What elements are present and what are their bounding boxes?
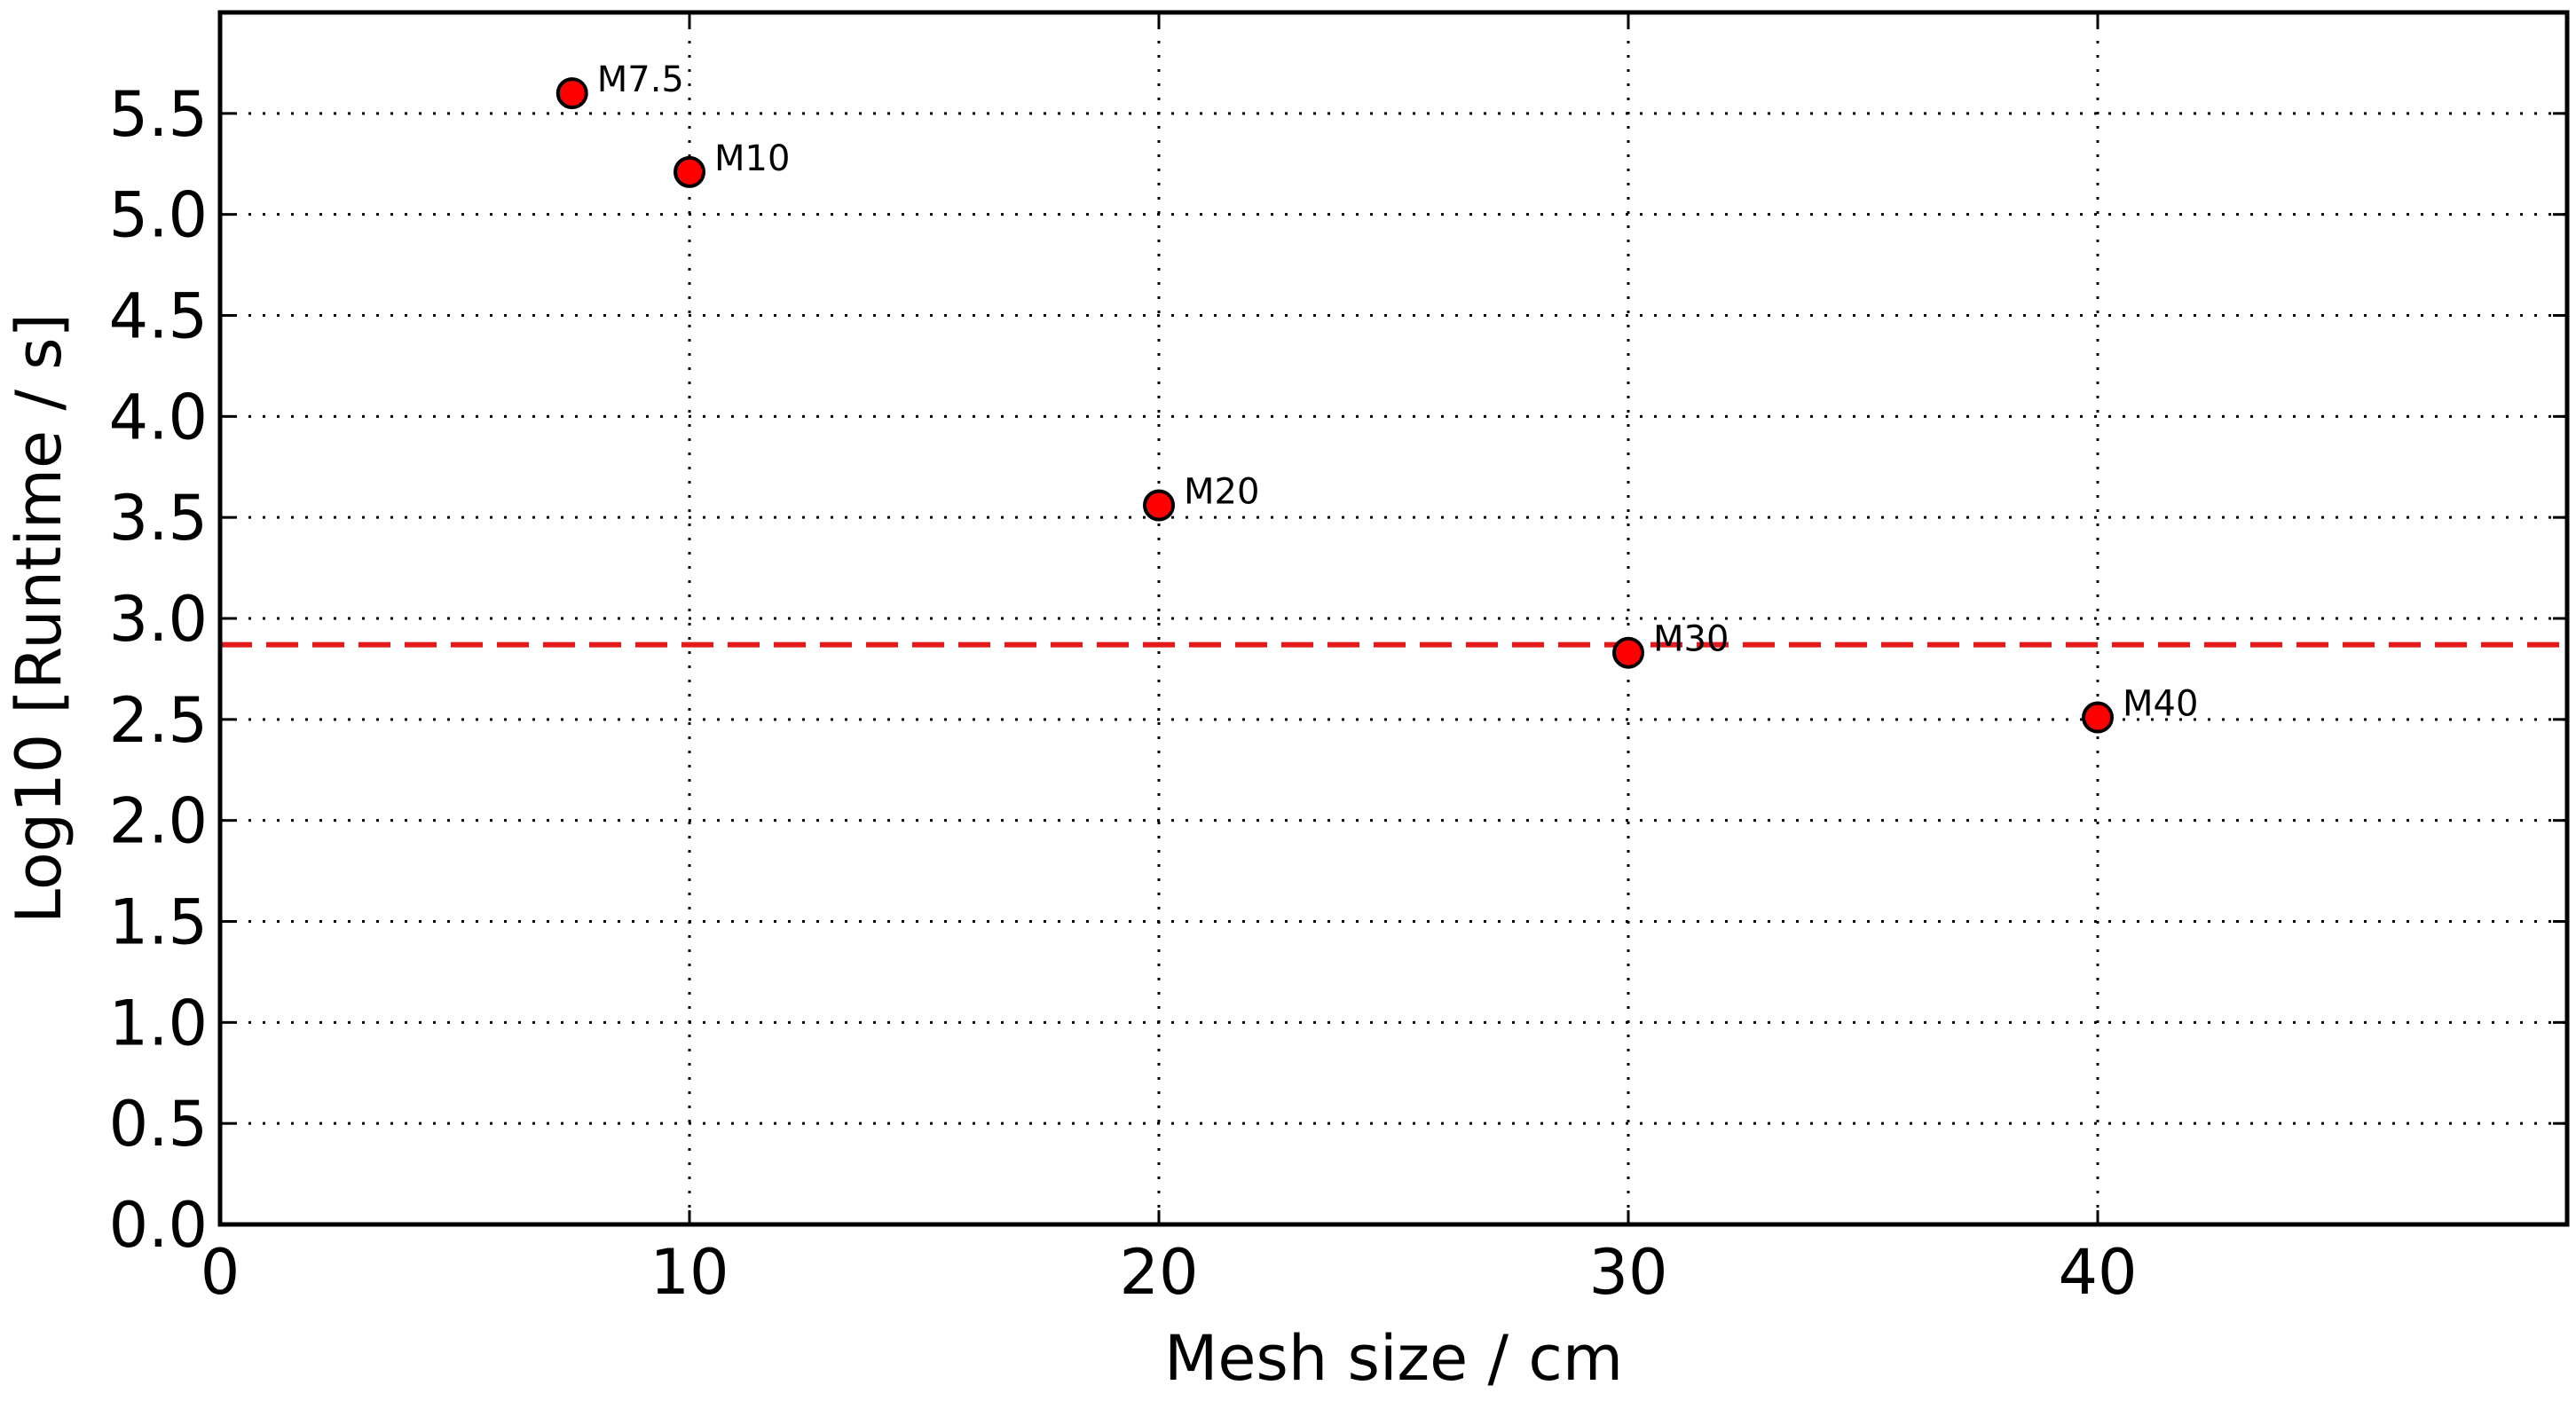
data-point-label: M40 (2123, 684, 2198, 725)
y-tick-label: 5.0 (109, 179, 208, 252)
x-tick-label: 0 (201, 1236, 240, 1309)
plot-frame (217, 10, 2570, 1227)
data-point-label: M7.5 (597, 59, 684, 100)
y-tick-label: 2.0 (109, 785, 208, 858)
x-tick-label: 30 (1588, 1236, 1667, 1309)
data-point-label: M20 (1184, 472, 1259, 513)
y-tick-label: 0.5 (109, 1088, 208, 1161)
y-tick-label: 2.5 (109, 684, 208, 757)
data-point (1143, 489, 1175, 522)
y-tick-label: 4.5 (109, 280, 208, 353)
data-point (555, 77, 588, 110)
grid-layer (220, 12, 2567, 1224)
y-tick-label: 0.0 (109, 1189, 208, 1262)
data-point (674, 155, 705, 188)
y-tick-label: 3.5 (109, 482, 208, 555)
x-tick-label: 20 (1119, 1236, 1198, 1309)
data-point (2082, 701, 2114, 734)
ticks-layer: 0 10 20 30 40 0.0 0.5 1.0 1.5 2.0 2.5 3.0 3.5 4.0 4.5 5… (109, 12, 2567, 1309)
x-axis-title: Mesh size / cm (1164, 1322, 1623, 1395)
points-layer: M7.5 M10 M20 M30 M40 (555, 59, 2198, 734)
x-tick-label: 40 (2058, 1236, 2137, 1309)
data-point (1612, 636, 1644, 669)
y-axis-title: Log10 [Runtime / s] (3, 313, 75, 924)
x-tick-label: 10 (650, 1236, 729, 1309)
data-point-label: M30 (1653, 619, 1729, 660)
y-tick-label: 3.0 (109, 583, 208, 656)
y-tick-label: 5.5 (109, 78, 208, 151)
data-point-label: M10 (714, 138, 790, 179)
y-tick-label: 1.5 (109, 886, 208, 959)
y-tick-label: 1.0 (109, 987, 208, 1059)
y-tick-label: 4.0 (109, 381, 208, 453)
